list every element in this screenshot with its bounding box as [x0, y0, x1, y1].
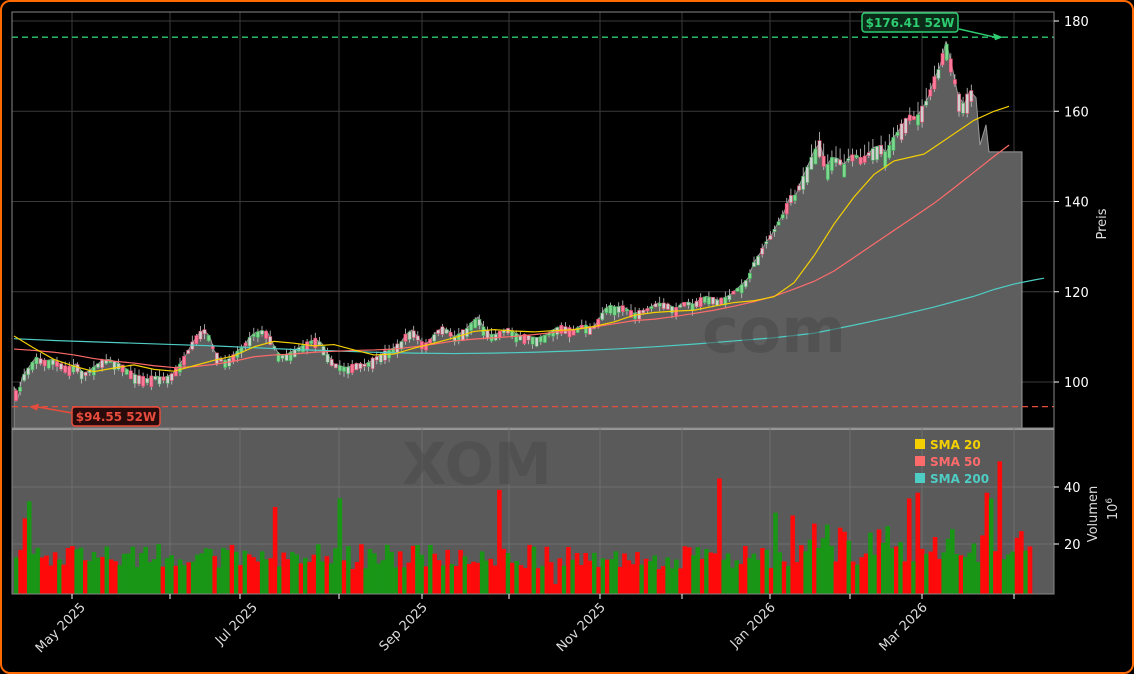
volume-axis-title: Volumen: [1086, 486, 1101, 543]
svg-text:May 2025: May 2025: [33, 600, 89, 656]
svg-text:140: 140: [1064, 196, 1089, 211]
high-52w-arrow: [958, 28, 996, 38]
svg-text:SMA 20: SMA 20: [930, 438, 981, 452]
volume-bars: [14, 461, 1033, 594]
sma200-line: [13, 277, 1045, 355]
low-52w-arrowhead: [29, 403, 39, 411]
price-axis-title: Preis: [1095, 208, 1110, 239]
svg-text:40: 40: [1064, 481, 1081, 496]
volume-panel-border: [11, 427, 1055, 595]
sma20-line: [13, 105, 1010, 373]
high-52w-badge: $176.41 52W: [861, 12, 1003, 41]
svg-text:Jul 2025: Jul 2025: [212, 600, 261, 649]
svg-text:SMA 50: SMA 50: [930, 455, 981, 469]
svg-text:120: 120: [1064, 286, 1089, 301]
volume-multiplier: 106: [1105, 498, 1121, 521]
svg-text:Jan 2026: Jan 2026: [727, 600, 779, 652]
high-52w-arrowhead: [993, 33, 1003, 41]
low-52w-label: $94.55 52W: [76, 410, 156, 424]
low-52w-badge: $94.55 52W: [29, 403, 161, 427]
price-axis: 100 120 140 160 180: [1054, 15, 1089, 391]
svg-text:160: 160: [1064, 105, 1089, 120]
svg-text:SMA 200: SMA 200: [930, 472, 989, 486]
svg-text:100: 100: [1064, 376, 1089, 391]
svg-text:20: 20: [1064, 538, 1081, 553]
sma50-line: [13, 144, 1010, 369]
low-52w-arrow: [35, 405, 73, 414]
svg-text:180: 180: [1064, 15, 1089, 30]
watermark-ticker: XOM: [402, 430, 552, 498]
x-axis: May 2025 Jul 2025 Sep 2025 Nov 2025 Jan 2026…: [33, 594, 1015, 656]
sma-legend: SMA 20 SMA 50 SMA 200: [915, 438, 989, 486]
high-52w-label: $176.41 52W: [866, 16, 955, 30]
watermark-site: com: [702, 294, 846, 367]
svg-text:Sep 2025: Sep 2025: [377, 600, 431, 654]
svg-text:Nov 2025: Nov 2025: [554, 600, 609, 655]
svg-text:Mar 2026: Mar 2026: [877, 600, 931, 654]
